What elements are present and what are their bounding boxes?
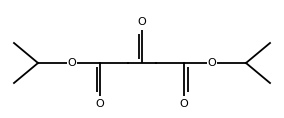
Text: O: O — [68, 58, 76, 68]
Text: O: O — [179, 99, 188, 109]
Text: O: O — [208, 58, 216, 68]
Text: O: O — [96, 99, 105, 109]
Text: O: O — [138, 17, 146, 27]
